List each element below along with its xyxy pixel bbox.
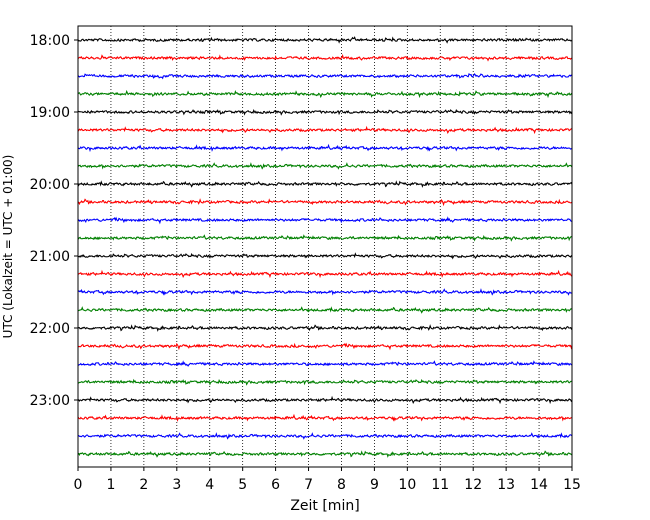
plot-frame <box>77 25 573 468</box>
trace-line-21 <box>77 395 573 405</box>
x-tick-label-4: 4 <box>205 477 214 493</box>
x-tick-label-0: 0 <box>74 477 83 493</box>
y-tick-label-20:00: 20:00 <box>30 177 70 193</box>
trace-line-4 <box>77 89 573 99</box>
trace-line-9 <box>77 180 573 188</box>
trace-line-23 <box>77 432 573 440</box>
trace-line-8 <box>77 162 573 170</box>
trace-line-18 <box>77 342 573 351</box>
x-tick-label-14: 14 <box>530 477 548 493</box>
x-tick-label-8: 8 <box>337 477 346 493</box>
y-tick-label-19:00: 19:00 <box>30 105 70 121</box>
x-tick-label-6: 6 <box>271 477 280 493</box>
y-tick-label-21:00: 21:00 <box>30 249 70 265</box>
trace-line-3 <box>77 73 573 80</box>
x-tick-label-12: 12 <box>464 477 482 493</box>
y-axis-ticks: 18:00 19:00 20:00 21:00 22:00 23:00 <box>30 33 78 409</box>
trace-line-12 <box>77 234 573 242</box>
trace-line-10 <box>77 198 573 207</box>
y-axis-label: UTC (Lokalzeit = UTC + 01:00) <box>1 155 15 339</box>
x-tick-label-9: 9 <box>370 477 379 493</box>
x-tick-label-10: 10 <box>398 477 416 493</box>
x-tick-label-15: 15 <box>563 477 581 493</box>
x-tick-label-1: 1 <box>106 477 115 493</box>
trace-line-6 <box>77 125 573 135</box>
x-tick-label-7: 7 <box>304 477 313 493</box>
trace-line-22 <box>77 413 573 422</box>
trace-line-13 <box>77 252 573 260</box>
x-tick-label-11: 11 <box>431 477 449 493</box>
trace-line-14 <box>77 269 573 279</box>
trace-line-24 <box>77 450 573 458</box>
trace-line-2 <box>77 53 573 62</box>
trace-line-1 <box>77 36 573 44</box>
trace-line-5 <box>77 108 573 116</box>
x-tick-label-5: 5 <box>238 477 247 493</box>
trace-line-15 <box>77 288 573 296</box>
trace-line-20 <box>77 378 573 386</box>
y-tick-label-22:00: 22:00 <box>30 321 70 337</box>
y-tick-label-18:00: 18:00 <box>30 33 70 49</box>
trace-line-11 <box>77 216 573 225</box>
trace-lines <box>77 36 573 458</box>
x-tick-label-2: 2 <box>139 477 148 493</box>
y-tick-label-23:00: 23:00 <box>30 393 70 409</box>
x-tick-label-3: 3 <box>172 477 181 493</box>
x-tick-label-13: 13 <box>497 477 515 493</box>
trace-line-7 <box>77 143 573 153</box>
trace-line-16 <box>77 306 573 314</box>
trace-line-19 <box>77 360 573 367</box>
trace-line-17 <box>77 324 573 332</box>
x-axis-ticks: 0 1 2 3 4 5 6 7 8 9 10 11 12 13 14 15 <box>74 467 581 493</box>
x-axis-label: Zeit [min] <box>290 498 359 514</box>
